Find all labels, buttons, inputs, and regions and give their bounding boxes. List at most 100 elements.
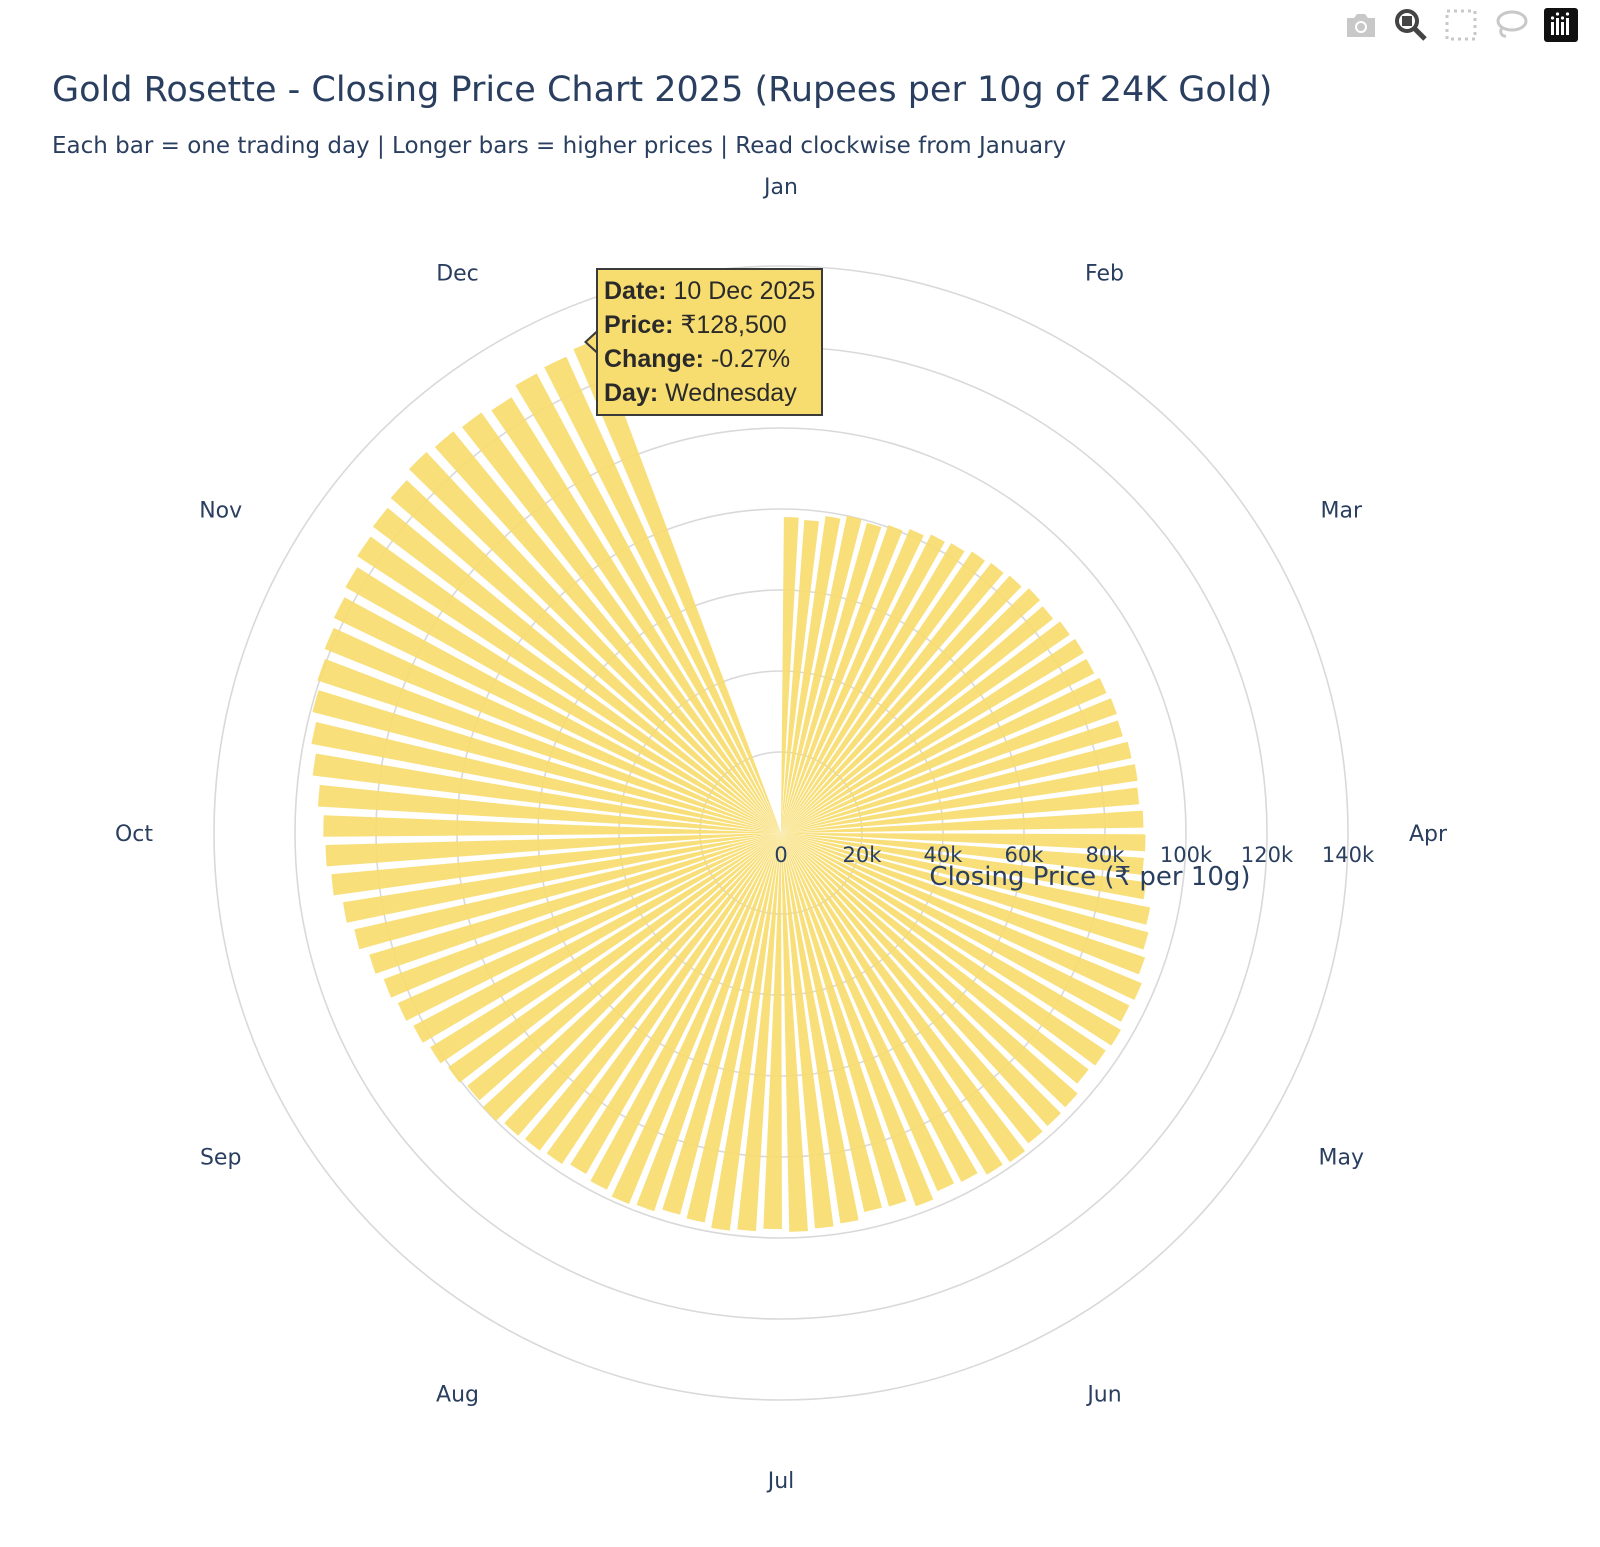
price-bar[interactable] [525,833,781,1151]
price-bar[interactable] [324,627,781,833]
price-bar[interactable] [781,833,834,1229]
radial-tick-label: 120k [1241,843,1294,867]
price-bar[interactable] [781,833,1078,1108]
price-bar[interactable] [383,833,781,998]
price-bar[interactable] [781,833,1144,875]
price-bar[interactable] [317,658,781,833]
price-bar[interactable] [461,412,781,833]
price-bar[interactable] [781,562,1004,833]
price-bar[interactable] [781,833,1026,1163]
price-bar[interactable] [372,507,781,833]
lasso-select-icon[interactable] [1494,8,1528,42]
price-bar[interactable] [781,720,1123,833]
price-bar[interactable] [737,833,781,1232]
price-bar[interactable] [781,833,1061,1127]
price-bar[interactable] [311,721,781,833]
price-bar[interactable] [504,833,781,1136]
price-bar[interactable] [781,677,1107,833]
price-bar[interactable] [781,833,978,1182]
price-bar[interactable] [711,833,781,1231]
price-bar[interactable] [781,787,1140,833]
price-bar[interactable] [781,534,945,833]
price-bar[interactable] [781,833,1043,1144]
price-bar[interactable] [781,833,1003,1175]
price-bar[interactable] [312,690,781,833]
price-bar[interactable] [636,833,781,1212]
price-bar[interactable] [325,833,781,867]
price-bar[interactable] [781,810,1144,833]
price-bar[interactable] [342,833,781,923]
price-bar[interactable] [408,452,781,833]
price-bar[interactable] [781,588,1041,833]
price-bar[interactable] [781,764,1138,833]
price-bar[interactable] [781,833,1130,1022]
price-bar[interactable] [781,833,1146,852]
price-bar[interactable] [781,833,1121,1046]
price-bar[interactable] [323,815,781,837]
price-bar[interactable] [546,833,781,1165]
price-bar[interactable] [781,517,799,833]
price-bar[interactable] [434,431,781,833]
price-bar[interactable] [491,397,781,833]
price-bar[interactable] [590,833,781,1190]
price-bar[interactable] [781,551,985,833]
price-bar[interactable] [611,833,781,1205]
price-bar[interactable] [781,543,965,833]
price-bar[interactable] [430,833,781,1064]
price-bar[interactable] [570,833,781,1175]
price-bar[interactable] [354,833,781,950]
price-bar[interactable] [781,833,1147,900]
price-bar[interactable] [781,741,1132,833]
price-bar[interactable] [781,833,934,1207]
tooltip-change-value: -0.27% [710,345,791,373]
price-bar[interactable] [573,339,781,833]
price-bar[interactable] [781,698,1117,833]
price-bar[interactable] [781,606,1054,833]
price-bar[interactable] [781,638,1084,833]
price-bar[interactable] [763,833,782,1230]
price-bar[interactable] [318,784,781,833]
price-bar[interactable] [390,480,781,833]
price-bar[interactable] [781,833,1106,1066]
price-bar[interactable] [781,833,882,1212]
price-bar[interactable] [781,621,1070,833]
price-bar[interactable] [781,522,882,833]
price-bar[interactable] [781,833,1151,925]
price-bar[interactable] [345,567,781,833]
price-bar[interactable] [312,753,781,833]
price-bar[interactable] [448,833,781,1083]
camera-icon[interactable] [1344,8,1378,42]
price-bar[interactable] [781,833,808,1232]
plotly-logo-icon[interactable] [1544,8,1578,42]
price-bar[interactable] [781,833,955,1192]
price-bar[interactable] [781,515,862,833]
price-bar[interactable] [369,833,781,974]
price-bar[interactable] [781,833,1142,1001]
price-bar[interactable] [781,525,903,833]
price-bar[interactable] [397,833,781,1021]
price-bar[interactable] [781,516,841,833]
price-bar[interactable] [781,833,1149,950]
price-bar[interactable] [781,575,1022,833]
price-bar[interactable] [467,833,781,1101]
price-bar[interactable] [515,373,781,833]
price-bar[interactable] [781,833,1146,975]
price-bar[interactable] [781,519,819,833]
price-bar[interactable] [686,833,781,1223]
price-bar[interactable] [781,529,924,833]
price-bar[interactable] [544,356,781,833]
price-bar[interactable] [331,833,781,896]
zoom-icon[interactable] [1394,8,1428,42]
price-bar[interactable] [413,833,781,1043]
price-bar[interactable] [357,536,781,834]
price-bar[interactable] [662,833,781,1215]
price-bar[interactable] [781,833,1089,1084]
angular-tick-labels: Jan Feb Mar Apr May Jun Jul Aug Sep Oct Nov Dec [115,175,1448,1494]
price-bar[interactable] [781,833,859,1224]
price-bar[interactable] [482,833,781,1121]
price-bar[interactable] [781,833,907,1207]
box-select-icon[interactable] [1444,8,1478,42]
price-bar[interactable] [333,597,781,833]
price-bar[interactable] [781,658,1095,833]
